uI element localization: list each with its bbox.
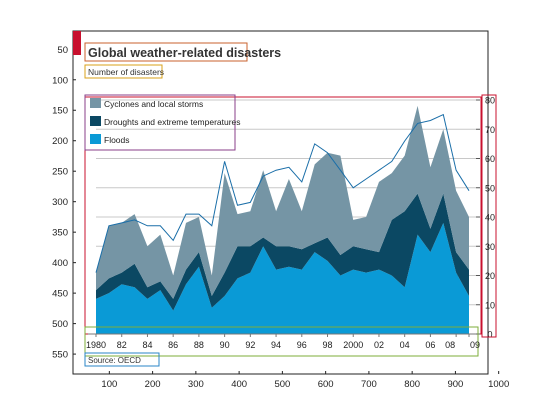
area-floods	[96, 222, 469, 334]
year-label: 2000	[343, 340, 363, 350]
year-label: 82	[117, 340, 127, 350]
legend: Cyclones and local storms Droughts and e…	[84, 94, 241, 151]
y-tick-label: 50	[57, 45, 68, 56]
y-tick-label: 250	[52, 167, 68, 178]
y-tick-label: 350	[52, 228, 68, 239]
x-tick-label: 500	[274, 379, 290, 390]
year-label: 90	[220, 340, 230, 350]
legend-box	[84, 94, 236, 151]
red-accent-block	[73, 31, 81, 55]
x-tick-label: 900	[447, 379, 463, 390]
y-tick-label: 500	[52, 319, 68, 330]
x-tick-label: 100	[101, 379, 117, 390]
area-droughts	[96, 193, 469, 311]
source-note: Source: OECD	[88, 356, 141, 365]
year-label: 1980	[86, 340, 106, 350]
right-axis-label: 30	[485, 242, 495, 252]
x-tick-label: 1000	[488, 379, 509, 390]
right-axis-label: 40	[485, 213, 495, 223]
x-tick-label: 300	[188, 379, 204, 390]
subtitle-box	[84, 64, 163, 79]
y-tick-label: 550	[52, 350, 68, 361]
y-axis-ticks: 50 100 150 200 250 300 350 400 450 500 550	[52, 45, 76, 361]
legend-swatch-cyclones	[90, 98, 101, 108]
year-label: 04	[400, 340, 410, 350]
infographic-subtitle: Number of disasters	[88, 67, 164, 77]
legend-label-droughts: Droughts and extreme temperatures	[104, 117, 241, 127]
total-outline	[95, 113, 470, 273]
right-axis-label: 70	[485, 125, 495, 135]
source-box	[84, 352, 160, 367]
year-label: 02	[374, 340, 384, 350]
year-label: 09	[470, 340, 480, 350]
x-tick-label: 800	[404, 379, 420, 390]
y-tick-label: 300	[52, 197, 68, 208]
x-tick-label: 200	[145, 379, 161, 390]
year-label: 88	[194, 340, 204, 350]
year-axis-box	[84, 326, 479, 357]
right-axis-label: 50	[485, 183, 495, 193]
right-axis-box	[481, 94, 497, 338]
y-tick-label: 100	[52, 75, 68, 86]
y-tick-label: 150	[52, 106, 68, 117]
year-label: 06	[425, 340, 435, 350]
year-label: 86	[168, 340, 178, 350]
year-label: 08	[445, 340, 455, 350]
year-label: 92	[245, 340, 255, 350]
y-tick-label: 450	[52, 289, 68, 300]
stacked-areas	[95, 105, 470, 334]
right-axis-label: 10	[485, 300, 495, 310]
year-axis: 1980 82 84 86 88 90 92 94 96 98 2000 02 04 06 08 09	[84, 326, 480, 357]
x-axis-ticks: 100 200 300 400 500 600 700 800 900 1000	[101, 371, 509, 390]
y-tick-label: 200	[52, 136, 68, 147]
year-label: 96	[297, 340, 307, 350]
right-axis-label: 0	[487, 330, 492, 340]
x-tick-label: 400	[231, 379, 247, 390]
legend-label-floods: Floods	[104, 135, 130, 145]
right-axis-label: 80	[485, 96, 495, 106]
year-label: 94	[271, 340, 281, 350]
x-tick-label: 600	[318, 379, 334, 390]
y-tick-label: 400	[52, 258, 68, 269]
legend-swatch-droughts	[90, 116, 101, 126]
legend-swatch-floods	[90, 134, 101, 144]
right-axis-label: 20	[485, 271, 495, 281]
title-box	[84, 42, 248, 62]
infographic-title: Global weather-related disasters	[88, 46, 281, 60]
legend-label-cyclones: Cyclones and local storms	[104, 99, 203, 109]
right-axis: 0 10 20 30 40 50 60 70 80	[476, 94, 497, 340]
x-tick-label: 700	[361, 379, 377, 390]
year-label: 84	[142, 340, 152, 350]
right-axis-label: 60	[485, 154, 495, 164]
area-cyclones	[96, 105, 469, 299]
year-label: 98	[323, 340, 333, 350]
